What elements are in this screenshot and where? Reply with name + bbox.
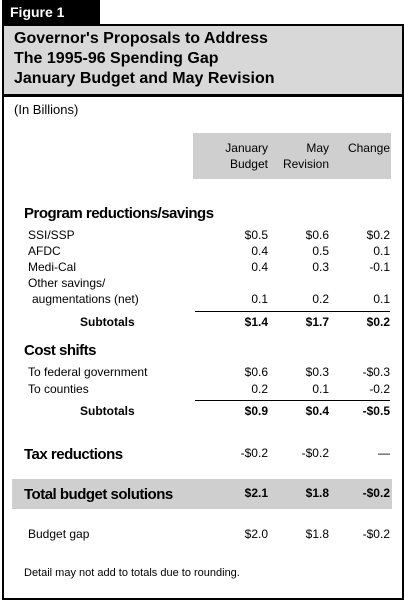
- row-label: Budget gap: [28, 527, 90, 541]
- units: (In Billions): [14, 102, 79, 117]
- row-label: To counties: [28, 382, 89, 396]
- row-label: To federal government: [28, 365, 148, 379]
- subtotal-rule: [195, 400, 390, 401]
- cell: -$0.2: [240, 446, 268, 460]
- row-label: AFDC: [28, 244, 61, 258]
- cell: $0.2: [366, 315, 390, 329]
- section-heading: Program reductions/savings: [24, 205, 214, 222]
- title-line: The 1995-96 Spending Gap: [14, 50, 219, 67]
- cell: -$0.2: [362, 527, 390, 541]
- column-header: May Revision: [282, 141, 329, 171]
- cell: 0.1: [251, 292, 268, 306]
- cell: —: [378, 446, 390, 460]
- row-label: Total budget solutions: [24, 486, 173, 503]
- cell: $0.9: [244, 404, 268, 418]
- row-label: Tax reductions: [24, 446, 123, 463]
- section-heading: Cost shifts: [24, 342, 97, 359]
- footnote: Detail may not add to totals due to roun…: [24, 567, 240, 579]
- cell: $0.3: [305, 365, 329, 379]
- cell: 0.4: [251, 244, 268, 258]
- cell: $1.7: [305, 315, 329, 329]
- column-header: January Budget: [225, 141, 268, 171]
- row-label: Subtotals: [80, 404, 135, 418]
- cell: -$0.2: [362, 486, 390, 500]
- cell: $0.6: [305, 228, 329, 242]
- figure-tab: Figure 1: [2, 0, 100, 24]
- title-line: Governor's Proposals to Address: [14, 30, 268, 47]
- total-band: [12, 479, 392, 509]
- column-header: Change: [347, 141, 390, 155]
- cell: $0.4: [305, 404, 329, 418]
- row-label: Other savings/: [28, 276, 106, 290]
- cell: $1.4: [244, 315, 268, 329]
- cell: 0.1: [373, 244, 390, 258]
- cell: -0.2: [369, 382, 390, 396]
- cell: $0.5: [244, 228, 268, 242]
- cell: $2.1: [244, 486, 268, 500]
- cell: -0.1: [369, 260, 390, 274]
- cell: $0.2: [366, 228, 390, 242]
- cell: $1.8: [305, 486, 329, 500]
- row-label: Subtotals: [80, 315, 135, 329]
- header-band: [193, 133, 391, 179]
- row-label: SSI/SSP: [28, 228, 75, 242]
- cell: 0.2: [312, 292, 329, 306]
- cell: 0.3: [312, 260, 329, 274]
- row-label: Medi-Cal: [28, 260, 77, 274]
- subtotal-rule: [195, 311, 390, 312]
- frame: [2, 24, 404, 600]
- title-box: [4, 26, 402, 97]
- cell: -$0.2: [301, 446, 329, 460]
- cell: 0.1: [373, 292, 390, 306]
- cell: 0.4: [251, 260, 268, 274]
- title-line: January Budget and May Revision: [14, 70, 275, 87]
- cell: $1.8: [305, 527, 329, 541]
- cell: 0.5: [312, 244, 329, 258]
- cell: -$0.3: [362, 365, 390, 379]
- cell: 0.2: [251, 382, 268, 396]
- cell: $2.0: [244, 527, 268, 541]
- row-label: augmentations (net): [32, 292, 139, 306]
- cell: -$0.5: [362, 404, 390, 418]
- cell: $0.6: [244, 365, 268, 379]
- cell: 0.1: [312, 382, 329, 396]
